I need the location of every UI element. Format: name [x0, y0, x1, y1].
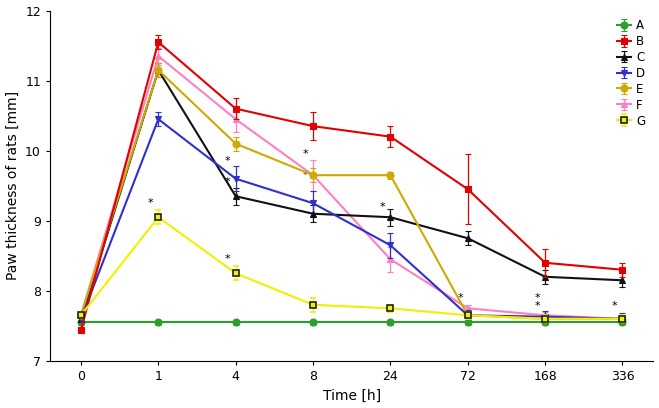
X-axis label: Time [h]: Time [h] [323, 388, 381, 402]
Legend: A, B, C, D, E, F, G: A, B, C, D, E, F, G [615, 16, 648, 130]
Text: *: * [534, 301, 540, 311]
Text: *: * [457, 293, 463, 303]
Y-axis label: Paw thickness of rats [mm]: Paw thickness of rats [mm] [5, 91, 20, 280]
Text: *: * [612, 301, 617, 311]
Text: *: * [380, 202, 386, 212]
Text: *: * [148, 198, 154, 208]
Text: *: * [302, 170, 308, 180]
Text: *: * [302, 149, 308, 159]
Text: *: * [225, 156, 231, 166]
Text: *: * [225, 177, 231, 187]
Text: *: * [225, 254, 231, 264]
Text: *: * [534, 293, 540, 303]
